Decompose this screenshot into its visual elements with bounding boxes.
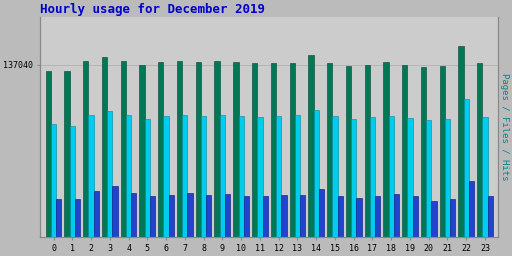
Bar bbox=[469, 181, 474, 237]
Bar bbox=[375, 196, 380, 237]
Bar bbox=[482, 117, 487, 237]
Bar bbox=[445, 119, 450, 237]
Bar bbox=[271, 63, 276, 237]
Bar bbox=[431, 201, 437, 237]
Bar bbox=[89, 115, 94, 237]
Bar bbox=[477, 63, 482, 237]
Bar bbox=[51, 124, 56, 237]
Y-axis label: Pages / Files / Hits: Pages / Files / Hits bbox=[500, 73, 509, 180]
Bar bbox=[356, 198, 361, 237]
Bar bbox=[233, 62, 239, 237]
Bar bbox=[308, 55, 313, 237]
Bar bbox=[163, 116, 169, 237]
Bar bbox=[102, 57, 107, 237]
Bar bbox=[252, 63, 257, 237]
Bar bbox=[158, 62, 163, 237]
Bar bbox=[319, 189, 324, 237]
Bar bbox=[408, 118, 413, 237]
Bar bbox=[46, 71, 51, 237]
Bar bbox=[370, 117, 375, 237]
Bar bbox=[83, 61, 89, 237]
Bar bbox=[220, 115, 225, 237]
Bar bbox=[139, 65, 145, 237]
Bar bbox=[196, 62, 201, 237]
Bar bbox=[389, 116, 394, 237]
Bar bbox=[289, 63, 295, 237]
Bar bbox=[281, 195, 287, 237]
Bar bbox=[75, 199, 80, 237]
Bar bbox=[332, 116, 337, 237]
Bar bbox=[327, 63, 332, 237]
Bar bbox=[244, 196, 249, 237]
Bar bbox=[276, 116, 281, 237]
Bar bbox=[169, 195, 174, 237]
Bar bbox=[351, 119, 356, 237]
Bar bbox=[263, 196, 268, 237]
Bar bbox=[187, 193, 193, 237]
Bar bbox=[121, 61, 126, 237]
Bar bbox=[458, 46, 463, 237]
Bar bbox=[126, 115, 131, 237]
Bar bbox=[300, 195, 305, 237]
Bar bbox=[450, 199, 455, 237]
Bar bbox=[113, 186, 118, 237]
Bar bbox=[131, 193, 137, 237]
Bar bbox=[413, 196, 418, 237]
Bar bbox=[421, 67, 426, 237]
Bar bbox=[394, 194, 399, 237]
Bar bbox=[145, 119, 150, 237]
Bar bbox=[295, 115, 300, 237]
Bar bbox=[487, 196, 493, 237]
Bar bbox=[365, 65, 370, 237]
Bar bbox=[206, 195, 211, 237]
Bar bbox=[346, 66, 351, 237]
Bar bbox=[107, 111, 113, 237]
Bar bbox=[383, 62, 389, 237]
Bar bbox=[150, 196, 155, 237]
Bar bbox=[239, 116, 244, 237]
Bar bbox=[201, 116, 206, 237]
Bar bbox=[65, 71, 70, 237]
Bar bbox=[313, 110, 319, 237]
Bar bbox=[70, 126, 75, 237]
Bar bbox=[56, 199, 61, 237]
Bar bbox=[177, 61, 182, 237]
Bar bbox=[257, 117, 263, 237]
Bar bbox=[337, 196, 343, 237]
Text: Hourly usage for December 2019: Hourly usage for December 2019 bbox=[40, 3, 265, 16]
Bar bbox=[94, 191, 99, 237]
Bar bbox=[182, 115, 187, 237]
Bar bbox=[225, 194, 230, 237]
Bar bbox=[426, 120, 431, 237]
Bar bbox=[440, 66, 445, 237]
Bar bbox=[215, 61, 220, 237]
Bar bbox=[402, 65, 408, 237]
Bar bbox=[463, 99, 469, 237]
